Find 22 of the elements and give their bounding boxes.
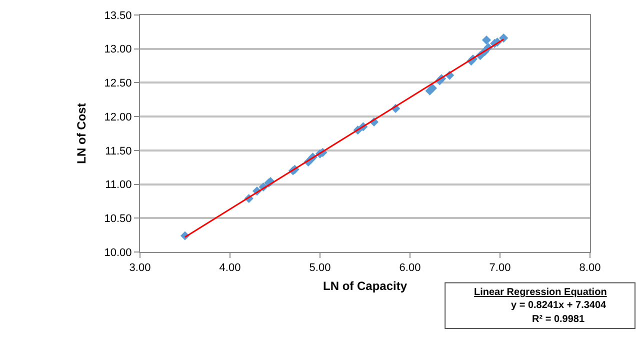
y-tick-label: 10.50 (104, 212, 132, 225)
x-tick-label: 6.00 (399, 262, 421, 274)
y-tick-label: 12.50 (104, 78, 132, 90)
point (428, 84, 438, 93)
y-axis-title: LN of Cost (74, 103, 89, 164)
point (499, 33, 508, 43)
y-tick-label: 12.00 (104, 111, 132, 124)
y-tick-label: 10.00 (104, 246, 132, 259)
x-tick-label: 5.00 (309, 262, 331, 274)
x-tick-label: 8.00 (579, 262, 601, 274)
x-tick-label: 3.00 (129, 262, 151, 274)
y-tick-label: 11.50 (105, 145, 132, 158)
text: Linear Regression Equation (474, 287, 607, 298)
x-tick-label: 4.00 (219, 262, 241, 274)
y-tick-label: 11.00 (105, 179, 132, 192)
y-tick-label: 13.50 (104, 10, 132, 22)
x-axis-title: LN of Capacity (322, 279, 408, 294)
y-tick-label: 13.00 (104, 44, 132, 56)
text: y = 0.8241x + 7.3404 (511, 300, 607, 311)
text: R² = 0.9981 (532, 314, 585, 325)
x-tick-label: 7.00 (489, 262, 511, 274)
point (482, 36, 492, 45)
